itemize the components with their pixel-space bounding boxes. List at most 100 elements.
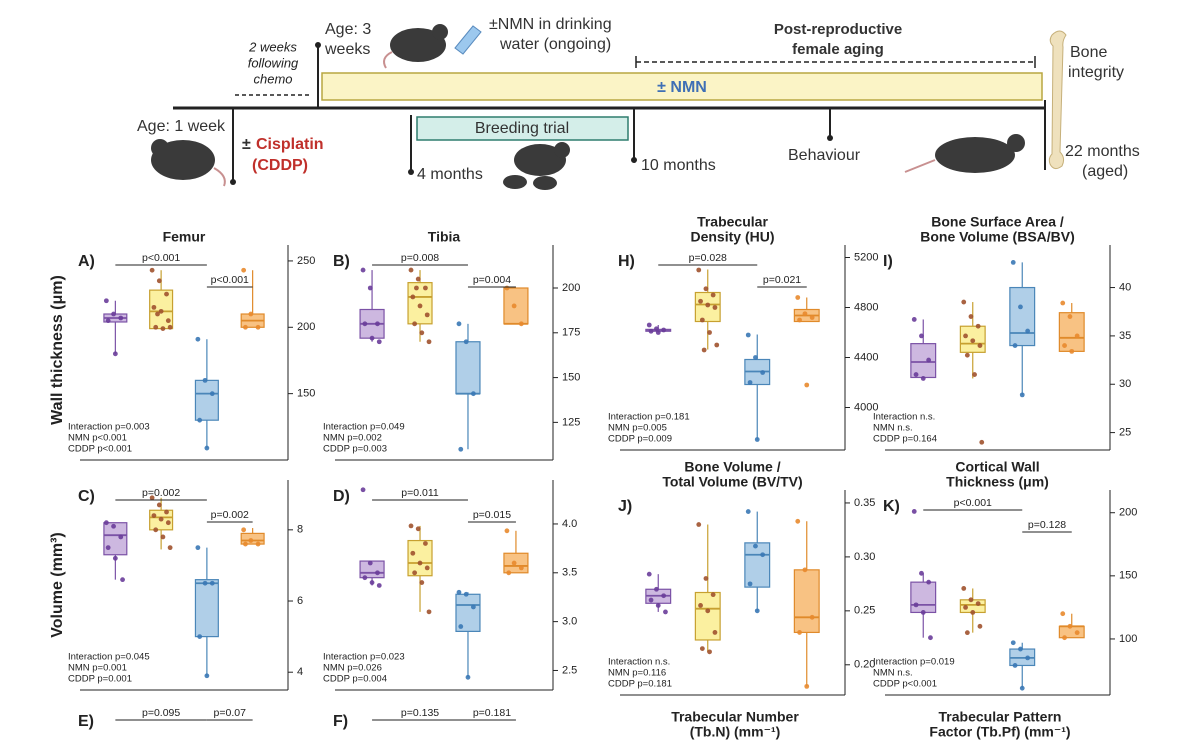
timeline: Age: 1 week 2 weeks following chemo ± Ci… <box>49 16 1140 638</box>
y-tick-label: 150 <box>562 371 580 383</box>
nmn-bar-label: ± NMN <box>657 79 707 96</box>
data-point <box>419 330 425 336</box>
panel-label: F) <box>333 713 348 730</box>
stats-text: NMN n.s. <box>873 668 913 679</box>
event-dot <box>230 179 236 185</box>
data-point <box>964 630 970 636</box>
stats-text: CDDP p<0.001 <box>68 444 132 455</box>
data-point <box>410 294 416 300</box>
data-point <box>747 581 753 587</box>
mouse-icon <box>151 139 226 187</box>
panel-label: J) <box>618 498 632 515</box>
mouse-icon <box>503 142 570 190</box>
panel-title: Factor (Tb.Pf) (mm⁻¹) <box>929 724 1070 740</box>
data-point <box>248 538 254 543</box>
data-point <box>712 305 718 310</box>
data-point <box>920 376 926 381</box>
data-point <box>648 328 654 334</box>
data-point <box>1025 655 1031 661</box>
data-point <box>424 565 430 571</box>
data-point <box>1074 333 1080 339</box>
data-point <box>754 608 760 614</box>
aging-label: female aging <box>792 41 884 58</box>
data-point <box>360 267 366 273</box>
panel-title: Bone Surface Area / <box>931 214 1064 230</box>
panel-label: D) <box>333 488 350 505</box>
y-tick-label: 175 <box>562 327 580 339</box>
data-point <box>707 649 712 655</box>
data-point <box>802 311 808 317</box>
data-point <box>458 624 464 629</box>
panel-title: Bone Volume (BSA/BV) <box>920 229 1075 245</box>
y-tick-label: 35 <box>1119 330 1131 342</box>
data-point <box>705 302 711 308</box>
data-point <box>408 523 414 529</box>
panel-title: Total Volume (BV/TV) <box>662 474 802 490</box>
data-point <box>202 377 208 383</box>
data-point <box>977 343 983 348</box>
bone-icon <box>1048 30 1067 170</box>
data-point <box>470 604 476 610</box>
panel-label: B) <box>333 253 350 270</box>
stats-text: NMN p<0.001 <box>68 433 127 444</box>
data-point <box>979 439 985 445</box>
data-point <box>970 338 976 344</box>
data-point <box>456 321 462 327</box>
data-point <box>103 298 109 304</box>
data-point <box>701 347 707 353</box>
data-point <box>376 583 382 588</box>
y-tick-label: 4400 <box>854 351 878 363</box>
data-point <box>795 295 801 300</box>
data-point <box>360 487 366 493</box>
data-point <box>504 285 510 291</box>
data-point <box>362 321 368 327</box>
p-value: p=0.002 <box>211 509 249 521</box>
chemo-window-label: chemo <box>253 71 292 86</box>
data-point <box>809 315 815 320</box>
data-point <box>655 603 661 608</box>
p-value: p=0.028 <box>689 252 727 264</box>
data-point <box>241 267 247 273</box>
panel-title: Density (HU) <box>690 229 774 245</box>
data-point <box>753 355 758 360</box>
data-point <box>919 570 924 576</box>
data-point <box>156 278 162 284</box>
y-tick-label: 4 <box>297 666 303 678</box>
data-point <box>408 267 414 273</box>
data-point <box>156 502 162 508</box>
data-point <box>506 570 512 576</box>
breeding-box <box>416 116 629 141</box>
p-value: p=0.128 <box>1028 519 1066 531</box>
panel-title: Trabecular Pattern <box>939 709 1062 725</box>
data-point <box>204 445 210 451</box>
data-point <box>151 513 157 518</box>
data-point <box>964 352 970 358</box>
data-point <box>661 593 667 599</box>
data-point <box>714 342 720 348</box>
data-point <box>423 541 428 546</box>
p-value: p=0.181 <box>473 707 511 719</box>
endpoint-label: integrity <box>1068 64 1124 81</box>
stats-text: NMN p=0.116 <box>608 668 666 679</box>
data-point <box>977 623 983 629</box>
data-point <box>654 326 659 332</box>
mouse-icon <box>383 24 448 69</box>
data-point <box>153 324 159 330</box>
data-point <box>412 321 418 327</box>
aging-label: Post-reproductive <box>774 21 902 38</box>
panel-label: C) <box>78 488 95 505</box>
bottle-icon <box>454 25 482 55</box>
panel-label: K) <box>883 498 900 515</box>
data-point <box>710 292 716 298</box>
chemo-window-label: following <box>248 55 299 70</box>
data-point <box>204 673 210 679</box>
stats-text: CDDP p<0.001 <box>873 679 937 690</box>
stats-text: Interaction n.s. <box>873 412 935 423</box>
stats-text: Interaction n.s. <box>608 657 670 668</box>
data-point <box>158 308 164 314</box>
data-point <box>698 603 703 608</box>
data-point <box>375 570 380 576</box>
y-tick-label: 0.30 <box>854 551 875 563</box>
data-point <box>155 311 160 317</box>
data-point <box>705 608 711 614</box>
